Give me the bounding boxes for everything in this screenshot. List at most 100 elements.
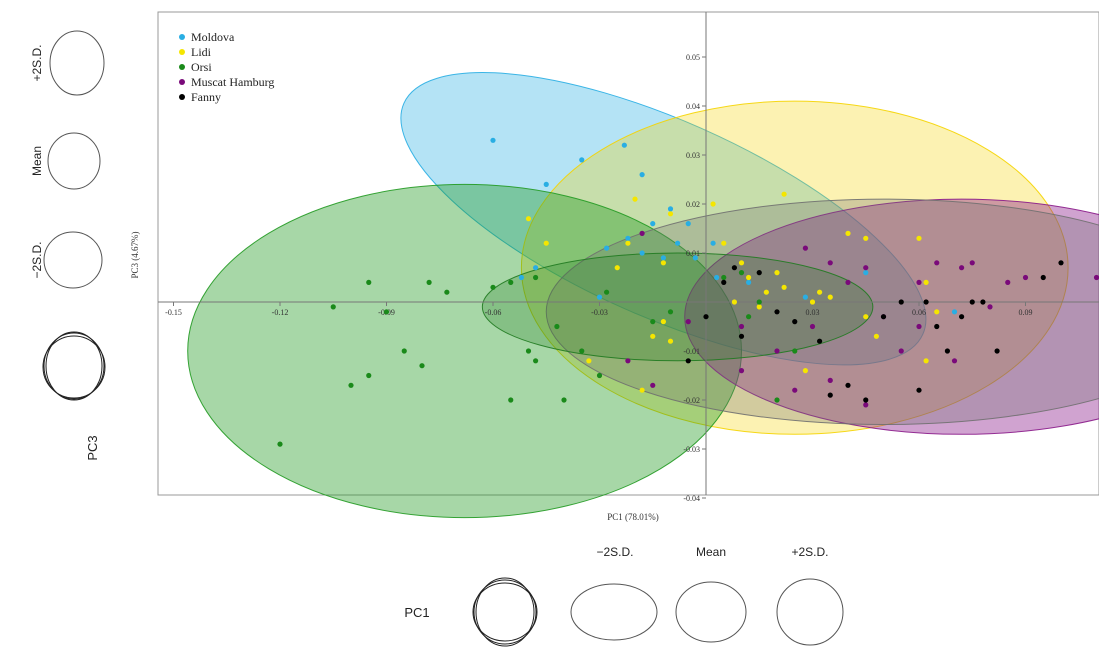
confidence-ellipse-orsi	[187, 183, 742, 519]
point-lidi	[721, 240, 727, 246]
legend-label-moldova: Moldova	[191, 30, 235, 44]
point-lidi	[923, 358, 929, 364]
legend-label-orsi: Orsi	[191, 60, 212, 74]
point-muscat-hamburg	[845, 279, 851, 285]
point-fanny	[880, 314, 887, 320]
axis-ticks: -0.15-0.12-0.09-0.06-0.030.030.060.090.0…	[165, 53, 1032, 503]
y-tick-label: 0.05	[686, 53, 700, 62]
point-moldova	[604, 245, 610, 251]
legend-label-fanny: Fanny	[191, 90, 221, 104]
x-tick-label: -0.03	[591, 308, 608, 317]
point-muscat-hamburg	[792, 387, 798, 393]
point-moldova	[579, 157, 585, 163]
pc1-label-plus2sd: +2S.D.	[791, 545, 828, 559]
pc3-outline-plus2sd	[49, 30, 105, 96]
y-tick-label: -0.04	[683, 494, 700, 503]
point-orsi	[721, 274, 727, 281]
point-muscat-hamburg	[863, 402, 869, 408]
point-moldova	[543, 181, 549, 187]
point-lidi	[738, 260, 745, 266]
point-muscat-hamburg	[969, 260, 975, 266]
x-tick-label: 0.06	[912, 308, 926, 317]
point-lidi	[625, 240, 631, 246]
point-fanny	[756, 270, 762, 276]
point-fanny	[1058, 260, 1064, 266]
point-orsi	[554, 323, 560, 330]
point-fanny	[959, 314, 965, 320]
legend-marker-fanny	[179, 94, 185, 100]
confidence-ellipse-lidi	[520, 100, 1069, 435]
y-tick-label: 0.03	[686, 151, 700, 160]
point-lidi	[845, 230, 851, 236]
point-lidi	[863, 314, 869, 320]
point-orsi	[756, 299, 762, 305]
x-axis-title: PC1 (78.01%)	[607, 512, 659, 522]
point-fanny	[898, 299, 904, 305]
point-lidi	[827, 294, 833, 300]
point-lidi	[660, 260, 667, 266]
point-lidi	[614, 265, 620, 271]
point-orsi	[738, 270, 745, 276]
point-fanny	[792, 319, 798, 325]
point-orsi	[383, 309, 390, 315]
point-fanny	[685, 358, 691, 364]
point-lidi	[667, 211, 674, 217]
x-tick-label: 0.03	[806, 308, 820, 317]
point-muscat-hamburg	[738, 323, 745, 330]
point-lidi	[781, 191, 787, 197]
point-lidi	[756, 304, 762, 310]
point-muscat-hamburg	[639, 230, 645, 236]
point-lidi	[774, 270, 780, 276]
x-tick-label: 0.09	[1019, 308, 1033, 317]
point-muscat-hamburg	[802, 245, 809, 251]
y-tick-label: -0.03	[683, 445, 700, 454]
point-muscat-hamburg	[916, 279, 922, 285]
point-lidi	[863, 235, 869, 241]
point-muscat-hamburg	[1022, 274, 1029, 281]
point-orsi	[561, 397, 567, 403]
point-moldova	[650, 221, 656, 227]
point-muscat-hamburg	[863, 265, 869, 271]
point-moldova	[639, 250, 645, 256]
point-muscat-hamburg	[916, 323, 922, 330]
point-fanny	[916, 387, 922, 393]
point-orsi	[508, 279, 514, 285]
point-lidi	[934, 309, 940, 315]
confidence-ellipse-extra-5	[481, 252, 874, 362]
point-moldova	[675, 240, 681, 246]
pc3-shape-panel: +2S.D. Mean −2S.D. PC3	[30, 30, 106, 461]
point-orsi	[366, 279, 372, 285]
point-muscat-hamburg	[827, 377, 833, 383]
point-moldova	[685, 221, 691, 227]
point-muscat-hamburg	[625, 358, 631, 364]
point-fanny	[944, 348, 951, 354]
y-tick-label: 0.04	[686, 102, 700, 111]
point-moldova	[518, 274, 525, 281]
point-orsi	[277, 441, 283, 447]
pc3-label-plus2sd: +2S.D.	[30, 44, 44, 81]
point-orsi	[667, 309, 674, 315]
plot-area: -0.15-0.12-0.09-0.06-0.030.030.060.090.0…	[130, 11, 1099, 522]
point-moldova	[746, 279, 752, 285]
point-muscat-hamburg	[774, 348, 780, 354]
plot-frame	[157, 11, 1099, 496]
pc1-outline-minus2sd	[570, 583, 658, 641]
legend-marker-muscat-hamburg	[179, 79, 185, 85]
point-lidi	[710, 201, 716, 207]
point-muscat-hamburg	[959, 265, 965, 271]
point-orsi	[426, 279, 432, 285]
point-lidi	[817, 289, 823, 295]
point-moldova	[596, 294, 603, 300]
point-orsi	[348, 382, 354, 388]
point-moldova	[692, 255, 698, 261]
pc1-label-mean: Mean	[696, 545, 726, 559]
point-fanny	[923, 299, 929, 305]
point-lidi	[731, 299, 738, 305]
point-moldova	[533, 265, 539, 271]
point-muscat-hamburg	[650, 382, 656, 388]
point-moldova	[667, 206, 674, 212]
pc1-label-minus2sd: −2S.D.	[596, 545, 633, 559]
point-muscat-hamburg	[898, 348, 904, 354]
